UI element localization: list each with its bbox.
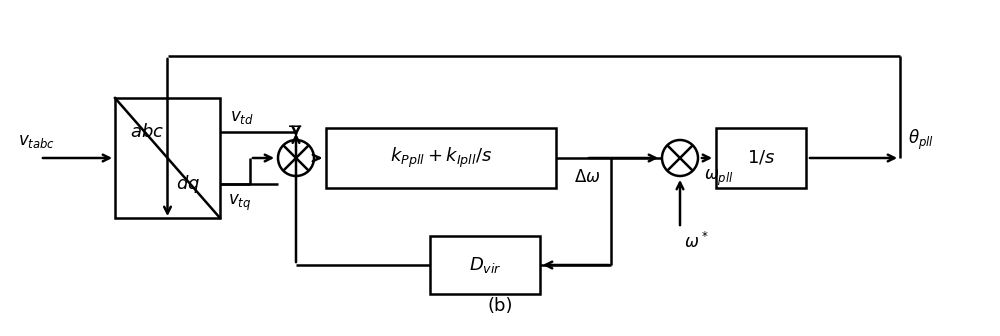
Text: $\Delta\omega$: $\Delta\omega$ [574,168,601,186]
Bar [716,128,806,188]
Text: $\theta_{pll}$: $\theta_{pll}$ [908,128,934,152]
Text: $\omega^*$: $\omega^*$ [684,232,708,252]
Text: $v_{tq}$: $v_{tq}$ [228,193,251,213]
Text: $-$: $-$ [286,115,302,134]
Bar [430,236,540,294]
Text: $v_{td}$: $v_{td}$ [230,108,254,126]
Text: $D_{vir}$: $D_{vir}$ [469,255,501,275]
Text: $\omega_{pll}$: $\omega_{pll}$ [704,168,734,188]
Text: $dq$: $dq$ [176,173,200,196]
Text: $v_{tabc}$: $v_{tabc}$ [18,132,55,150]
Bar [326,128,556,188]
Text: (b): (b) [487,297,513,315]
Text: $k_{Ppll}+k_{Ipll}/s$: $k_{Ppll}+k_{Ipll}/s$ [390,146,492,170]
Text: $abc$: $abc$ [130,123,164,140]
Bar [115,98,220,218]
Text: $1/s$: $1/s$ [747,149,775,167]
